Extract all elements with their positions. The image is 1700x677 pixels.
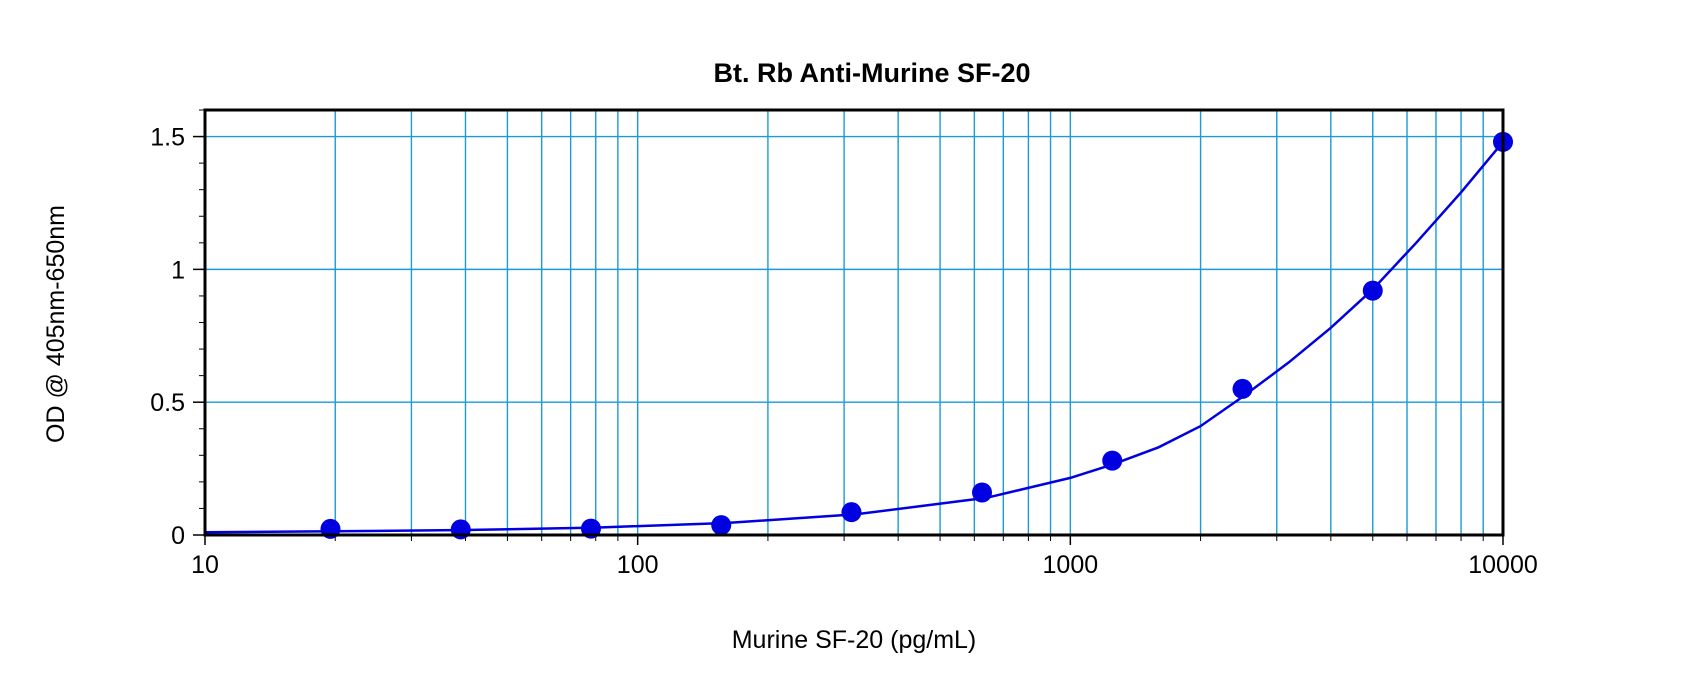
y-tick-label: 0 — [171, 522, 185, 550]
y-tick-label: 1 — [171, 256, 185, 284]
data-point — [1232, 378, 1253, 399]
data-point — [1362, 280, 1383, 301]
x-tick-label: 10 — [191, 551, 219, 579]
data-point — [1102, 450, 1123, 471]
x-tick-label: 1000 — [1043, 551, 1099, 579]
y-tick-label: 1.5 — [150, 124, 185, 152]
x-axis-label: Murine SF-20 (pg/mL) — [732, 626, 977, 654]
data-point — [841, 502, 862, 523]
fit-curve-line — [204, 141, 1504, 534]
points-layer — [320, 131, 1513, 540]
grid-layer — [205, 110, 1503, 535]
plot-frame — [203, 108, 1505, 537]
chart-title: Bt. Rb Anti-Murine SF-20 — [714, 58, 1031, 88]
x-tick-label: 100 — [617, 551, 659, 579]
x-tick-label: 10000 — [1468, 551, 1538, 579]
y-tick-label: 0.5 — [150, 389, 185, 417]
axis-layer: 10 100 1000 10000 0 0.5 1 1.5 — [150, 109, 1538, 579]
y-axis-label: OD @ 405nm-650nm — [42, 205, 70, 443]
data-point — [972, 482, 993, 503]
data-point — [711, 515, 732, 536]
curve-layer — [204, 141, 1504, 534]
